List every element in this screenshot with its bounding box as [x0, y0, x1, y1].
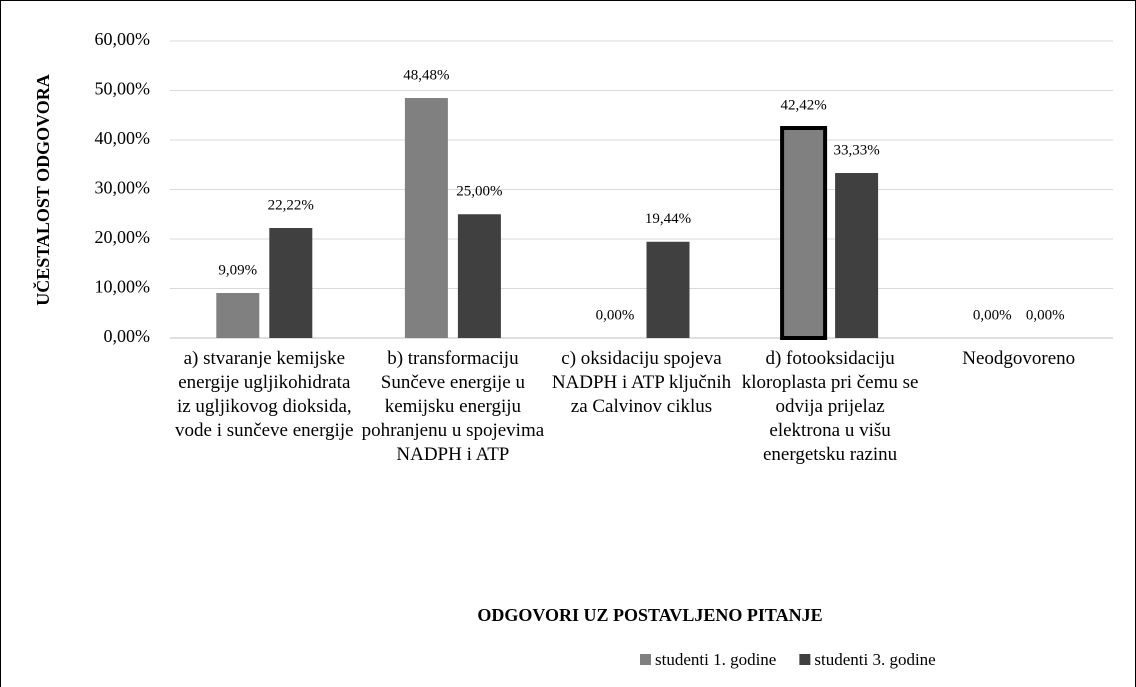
data-label: 22,22%	[268, 197, 314, 213]
y-axis-title: UČESTALOST ODGOVORA	[32, 74, 53, 306]
x-tick-label-box: c) oksidaciju spojeva NADPH i ATP ključn…	[551, 348, 732, 417]
x-tick-label: d) fotooksidaciju kloroplasta pri čemu s…	[741, 348, 919, 465]
bar	[216, 293, 260, 338]
data-label: 0,00%	[1026, 307, 1065, 323]
bar	[780, 126, 828, 340]
data-label: 42,42%	[780, 97, 826, 113]
x-tick-label-box: a) stvaranje kemijske energije ugljikohi…	[175, 348, 354, 441]
legend-swatch	[799, 654, 811, 665]
y-tick-label: 20,00%	[95, 227, 151, 247]
x-tick-label-box: d) fotooksidaciju kloroplasta pri čemu s…	[741, 348, 919, 465]
y-tick-label: 30,00%	[95, 178, 151, 198]
data-label: 0,00%	[973, 307, 1012, 323]
x-axis-title: ODGOVORI UZ POSTAVLJENO PITANJE	[477, 605, 822, 625]
bar	[457, 214, 501, 338]
x-tick-label-box: b) transformaciju Sunčeve energije u kem…	[361, 348, 545, 465]
legend-swatch	[640, 654, 651, 665]
y-tick-label: 60,00%	[95, 29, 151, 49]
y-tick-label: 40,00%	[95, 128, 151, 148]
y-tick-label: 50,00%	[95, 79, 151, 99]
x-tick-label: c) oksidaciju spojeva NADPH i ATP ključn…	[551, 348, 732, 417]
bar	[269, 228, 313, 338]
x-tick-label: Neodgovoreno	[962, 348, 1076, 369]
legend-label: studenti 1. godine	[655, 650, 776, 669]
data-label: 33,33%	[833, 142, 879, 158]
data-label: 0,00%	[596, 307, 635, 323]
x-tick-label-box: Neodgovoreno	[962, 348, 1076, 369]
legend-label: studenti 3. godine	[814, 650, 935, 669]
data-label: 9,09%	[218, 262, 257, 278]
y-tick-label: 10,00%	[95, 277, 151, 297]
y-tick-label: 0,00%	[104, 326, 151, 346]
x-tick-label: a) stvaranje kemijske energije ugljikohi…	[175, 348, 354, 441]
bar	[404, 98, 448, 338]
bar	[646, 241, 690, 338]
bar	[835, 173, 879, 338]
data-label: 25,00%	[456, 184, 502, 200]
data-label: 19,44%	[645, 211, 691, 227]
x-tick-label: b) transformaciju Sunčeve energije u kem…	[361, 348, 545, 465]
data-label: 48,48%	[403, 67, 449, 83]
